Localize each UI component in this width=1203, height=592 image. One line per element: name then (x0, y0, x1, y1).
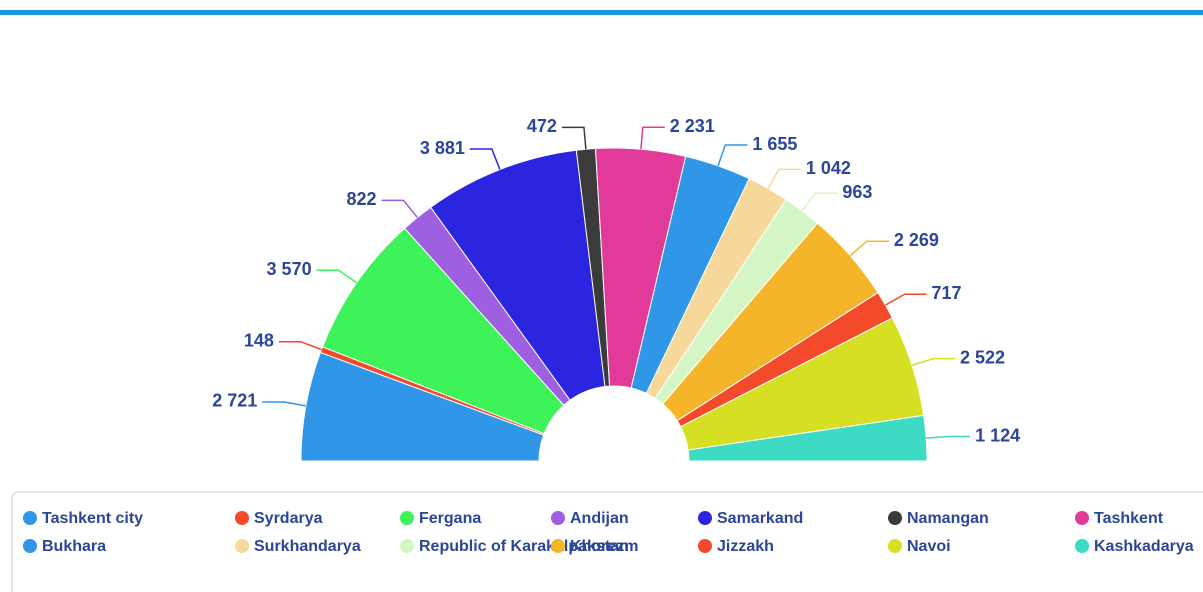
legend-label: Tashkent (1094, 510, 1164, 527)
data-label: 2 269 (894, 230, 939, 250)
legend-marker (23, 539, 37, 553)
connector (717, 144, 748, 167)
legend-label: Bukhara (42, 538, 106, 555)
legend-label: Syrdarya (254, 510, 323, 527)
legend-box (11, 491, 1203, 592)
connector (911, 357, 955, 367)
legend-label: Samarkand (717, 510, 803, 527)
data-label: 2 231 (670, 116, 715, 136)
legend-marker (400, 511, 414, 525)
legend-label: Khorezm (570, 538, 638, 555)
legend-label: Andijan (570, 510, 629, 527)
slice (429, 149, 606, 401)
connector (381, 199, 418, 218)
connector (640, 126, 665, 150)
data-label: 1 655 (752, 134, 797, 154)
data-label: 1 042 (806, 158, 851, 178)
legend-marker (400, 539, 414, 553)
connector (885, 293, 927, 306)
legend-marker (235, 511, 249, 525)
legend-label: Fergana (419, 510, 481, 527)
legend-marker (551, 539, 565, 553)
legend-marker (23, 511, 37, 525)
legend-marker (888, 539, 902, 553)
data-label: 2 721 (212, 391, 257, 411)
data-label: 3 881 (420, 138, 465, 158)
legend-label: Tashkent city (42, 510, 143, 527)
legend-marker (235, 539, 249, 553)
top-bar (0, 10, 1203, 15)
connector (926, 435, 971, 439)
legend-label: Navoi (907, 538, 951, 555)
legend-marker (698, 539, 712, 553)
data-label: 3 570 (267, 259, 312, 279)
connector (849, 240, 889, 257)
legend-label: Namangan (907, 510, 989, 527)
connector (801, 192, 838, 212)
connector (278, 341, 322, 351)
connector (561, 126, 587, 150)
connector (767, 168, 801, 189)
data-label: 2 522 (960, 347, 1005, 367)
data-label: 717 (932, 283, 962, 303)
connector (316, 269, 358, 284)
legend-label: Jizzakh (717, 538, 774, 555)
legend-label: Surkhandarya (254, 538, 361, 555)
legend-label: Kashkadarya (1094, 538, 1194, 555)
legend-marker (551, 511, 565, 525)
legend-marker (698, 511, 712, 525)
legend-label: Republic of Karakalpakstan (419, 538, 629, 555)
data-label: 472 (527, 116, 557, 136)
data-label: 822 (347, 189, 377, 209)
connector (469, 148, 501, 170)
data-label: 963 (842, 182, 872, 202)
connector (262, 401, 307, 407)
data-label: 148 (244, 331, 274, 351)
legend-marker (1075, 539, 1089, 553)
slice (687, 414, 928, 462)
data-label: 1 124 (975, 425, 1020, 445)
slice (321, 227, 565, 435)
legend-marker (888, 511, 902, 525)
legend-marker (1075, 511, 1089, 525)
